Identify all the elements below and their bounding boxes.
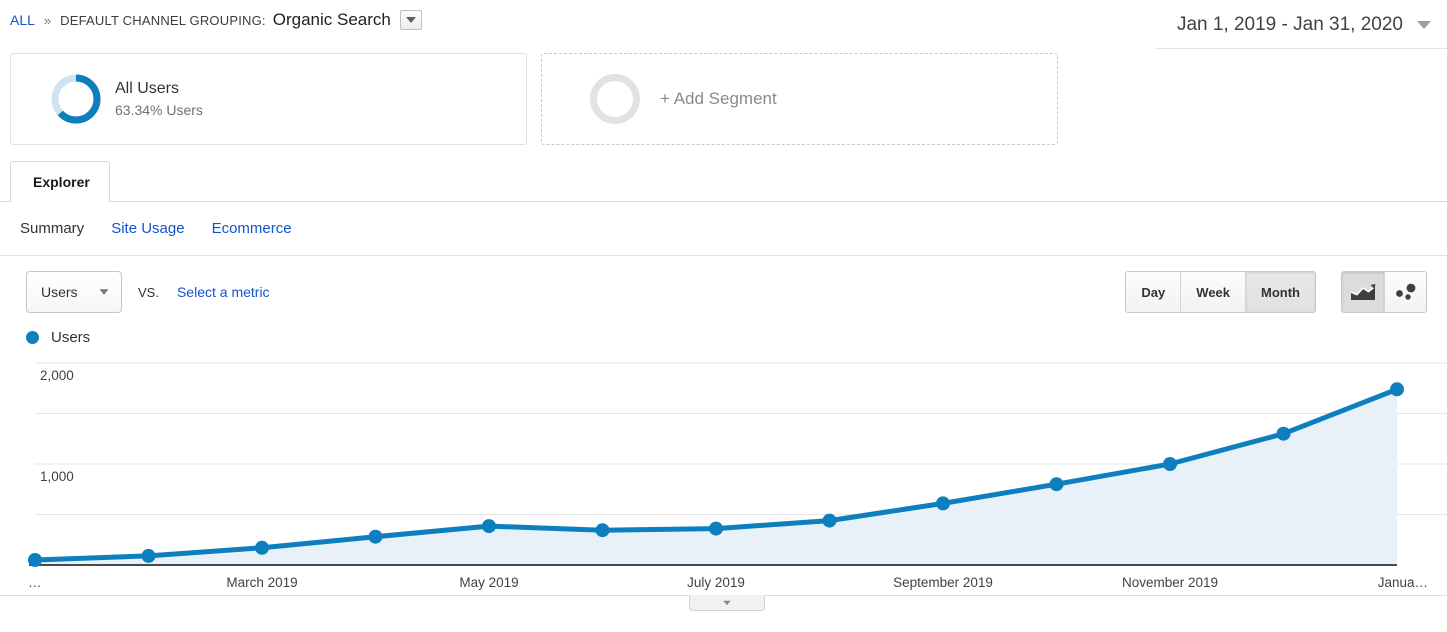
add-segment-button[interactable]: + Add Segment — [541, 53, 1058, 145]
chart-point[interactable] — [482, 519, 496, 534]
breadcrumb-dropdown-button[interactable] — [399, 10, 422, 30]
subtab-summary[interactable]: Summary — [20, 220, 85, 237]
chart-point[interactable] — [822, 513, 837, 528]
add-segment-circle-icon — [590, 74, 640, 124]
chart-point[interactable] — [255, 540, 269, 555]
vs-label: vs. — [138, 284, 159, 300]
chart-point[interactable] — [1276, 426, 1291, 441]
chart-point[interactable] — [28, 553, 42, 567]
chart-point[interactable] — [595, 523, 610, 538]
subtab-ecommerce[interactable]: Ecommerce — [211, 220, 292, 237]
breadcrumb-all-link[interactable]: ALL — [10, 12, 35, 28]
chart-point[interactable] — [1049, 477, 1064, 492]
chart-type-button-group — [1341, 271, 1427, 313]
series-area-fill — [35, 389, 1397, 565]
granularity-day-button[interactable]: Day — [1126, 272, 1181, 312]
breadcrumb-dimension-label: DEFAULT CHANNEL GROUPING: — [60, 12, 266, 28]
chart-point[interactable] — [936, 496, 950, 511]
caret-down-icon — [723, 600, 731, 606]
granularity-month-button[interactable]: Month — [1245, 272, 1315, 312]
x-tick-label: November 2019 — [1122, 575, 1218, 590]
segments-row: All Users 63.34% Users + Add Segment — [0, 49, 1447, 145]
chart-bottom-bar — [0, 595, 1447, 625]
caret-down-icon — [405, 17, 416, 23]
granularity-week-button[interactable]: Week — [1180, 272, 1246, 312]
report-tabbar: Explorer — [0, 161, 1447, 202]
y-tick-label: 2,000 — [40, 368, 74, 383]
segment-donut-icon — [51, 74, 101, 124]
breadcrumb-separator: » — [43, 12, 52, 28]
annotations-pull-tab[interactable] — [689, 595, 765, 611]
caret-down-icon — [99, 289, 109, 295]
date-range-label: Jan 1, 2019 - Jan 31, 2020 — [1176, 14, 1403, 35]
legend-users-dot-icon — [26, 331, 39, 344]
chart-point[interactable] — [1390, 382, 1404, 397]
users-line-chart-svg: 1,000 2,000 … March 2019 May 2019 July 2019 Se… — [28, 362, 1447, 590]
segment-card-all-users[interactable]: All Users 63.34% Users — [10, 53, 527, 145]
metric-select-dropdown[interactable]: Users — [26, 271, 122, 313]
x-tick-label: March 2019 — [226, 575, 297, 590]
metric-select-value: Users — [41, 284, 78, 300]
users-line-chart: 1,000 2,000 … March 2019 May 2019 July 2019 Se… — [0, 348, 1447, 625]
chart-point[interactable] — [141, 548, 156, 563]
line-chart-icon — [1350, 284, 1376, 300]
motion-chart-type-button[interactable] — [1384, 272, 1426, 312]
motion-chart-icon — [1395, 283, 1415, 300]
x-tick-label: July 2019 — [687, 575, 745, 590]
granularity-button-group: Day Week Month — [1125, 271, 1316, 313]
subtabs-row: Summary Site Usage Ecommerce — [0, 202, 1447, 256]
chart-point[interactable] — [709, 521, 723, 536]
chart-toolbar: Users vs. Select a metric Day Week Month — [0, 256, 1447, 313]
select-a-metric-link[interactable]: Select a metric — [176, 284, 270, 300]
segment-subtitle: 63.34% Users — [115, 102, 203, 118]
legend-users-label: Users — [51, 329, 91, 346]
x-tick-label: May 2019 — [459, 575, 518, 590]
x-tick-label: September 2019 — [893, 575, 993, 590]
y-tick-label: 1,000 — [40, 469, 74, 484]
line-chart-type-button[interactable] — [1342, 272, 1384, 312]
date-range-selector[interactable]: Jan 1, 2019 - Jan 31, 2020 — [1154, 8, 1447, 49]
x-tick-label: Janua… — [1378, 575, 1428, 590]
chart-point[interactable] — [1163, 457, 1177, 471]
chart-legend: Users — [0, 313, 1447, 346]
tabbar-divider — [0, 201, 1447, 202]
breadcrumb: ALL » DEFAULT CHANNEL GROUPING: Organic … — [10, 8, 422, 30]
header: ALL » DEFAULT CHANNEL GROUPING: Organic … — [0, 0, 1447, 49]
tab-explorer[interactable]: Explorer — [10, 161, 110, 202]
chart-point[interactable] — [368, 529, 383, 544]
x-tick-label: … — [28, 575, 42, 590]
segment-title: All Users — [115, 80, 180, 97]
caret-down-icon — [1417, 21, 1431, 29]
breadcrumb-dimension-value: Organic Search — [272, 10, 391, 29]
subtab-site-usage[interactable]: Site Usage — [111, 220, 185, 237]
add-segment-label: + Add Segment — [660, 89, 777, 108]
